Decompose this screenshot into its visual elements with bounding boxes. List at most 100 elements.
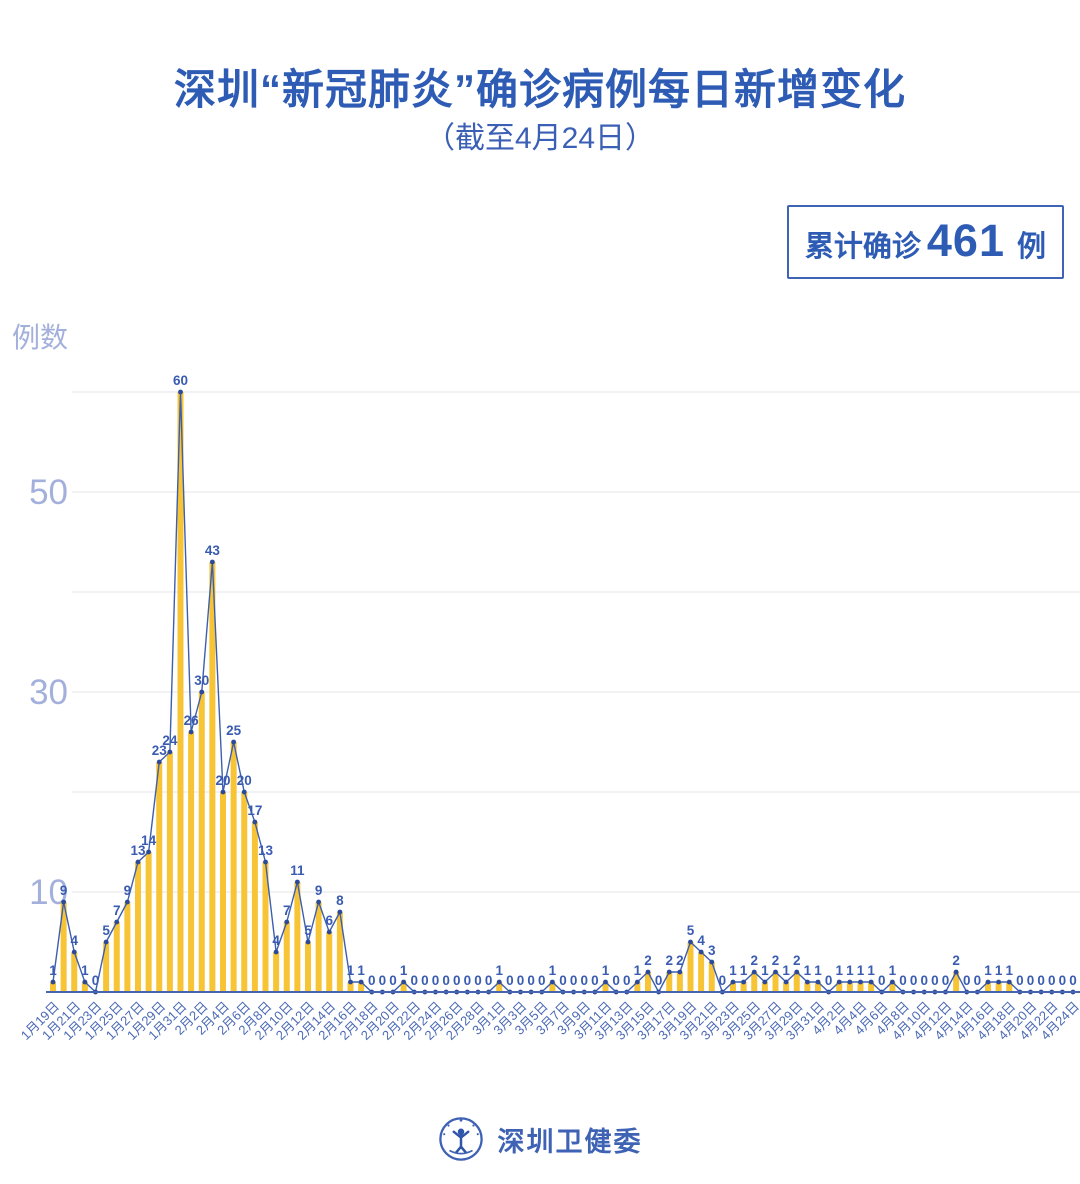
data-point bbox=[188, 729, 194, 735]
value-label: 0 bbox=[92, 973, 100, 988]
value-label: 9 bbox=[315, 883, 323, 898]
badge-unit: 例 bbox=[1016, 231, 1046, 263]
bar bbox=[358, 982, 365, 992]
value-label: 0 bbox=[1027, 973, 1035, 988]
bar bbox=[953, 972, 960, 992]
bar bbox=[81, 982, 88, 992]
data-point bbox=[50, 979, 56, 985]
bar bbox=[751, 972, 758, 992]
value-label: 0 bbox=[623, 973, 631, 988]
value-label: 0 bbox=[527, 973, 535, 988]
data-point bbox=[985, 979, 991, 985]
bar bbox=[496, 982, 503, 992]
value-label: 20 bbox=[237, 773, 252, 788]
bar bbox=[772, 972, 779, 992]
value-label: 1 bbox=[740, 963, 748, 978]
y-axis-title: 例数 bbox=[12, 322, 69, 353]
data-point bbox=[634, 979, 640, 985]
data-point bbox=[496, 979, 502, 985]
data-point bbox=[698, 949, 704, 955]
value-label: 0 bbox=[538, 973, 546, 988]
bar bbox=[145, 852, 152, 992]
page-subtitle: （截至4月24日） bbox=[424, 122, 656, 155]
data-point bbox=[677, 969, 683, 975]
value-label: 17 bbox=[247, 803, 262, 818]
data-point bbox=[326, 929, 332, 935]
value-label: 1 bbox=[889, 963, 897, 978]
value-label: 1 bbox=[602, 963, 610, 978]
data-point bbox=[401, 979, 407, 985]
bar bbox=[740, 982, 747, 992]
value-label: 0 bbox=[410, 973, 418, 988]
data-point bbox=[847, 979, 853, 985]
bar bbox=[241, 792, 248, 992]
value-label: 1 bbox=[814, 963, 822, 978]
value-label: 0 bbox=[825, 973, 833, 988]
bar bbox=[836, 982, 843, 992]
badge-value: 461 bbox=[926, 215, 1005, 266]
bar bbox=[889, 982, 896, 992]
footer: 深圳卫健委 bbox=[0, 1116, 1080, 1162]
bar bbox=[283, 922, 290, 992]
value-label: 0 bbox=[1016, 973, 1024, 988]
data-point bbox=[783, 979, 789, 985]
data-point bbox=[103, 939, 109, 945]
bar bbox=[985, 982, 991, 992]
value-label: 23 bbox=[152, 743, 168, 758]
value-label: 0 bbox=[655, 973, 663, 988]
data-point bbox=[773, 969, 778, 975]
data-point bbox=[273, 949, 279, 955]
data-point bbox=[284, 919, 290, 925]
value-label: 0 bbox=[421, 973, 429, 988]
data-point bbox=[953, 969, 959, 975]
data-point bbox=[220, 789, 226, 795]
value-label: 0 bbox=[612, 973, 620, 988]
bar bbox=[251, 822, 258, 992]
value-label: 1 bbox=[984, 963, 992, 978]
data-point bbox=[804, 979, 810, 985]
data-point bbox=[124, 899, 130, 905]
value-label: 60 bbox=[173, 373, 188, 388]
data-point bbox=[603, 979, 608, 985]
data-point bbox=[209, 559, 215, 565]
data-point bbox=[337, 909, 343, 915]
value-label: 1 bbox=[867, 963, 875, 978]
value-label: 8 bbox=[336, 893, 344, 908]
value-label: 2 bbox=[644, 953, 652, 968]
bar bbox=[156, 762, 163, 992]
value-label: 1 bbox=[81, 963, 89, 978]
value-label: 3 bbox=[708, 943, 716, 958]
data-point bbox=[135, 859, 141, 865]
data-point bbox=[61, 899, 67, 905]
value-label: 0 bbox=[963, 973, 971, 988]
value-label: 24 bbox=[162, 733, 178, 748]
value-label: 7 bbox=[113, 903, 121, 918]
data-point bbox=[263, 859, 268, 865]
bar bbox=[262, 862, 269, 992]
daily-new-cases-chart: 1030501941057913142324602630432025201713… bbox=[18, 373, 1080, 1043]
value-label: 0 bbox=[389, 973, 397, 988]
value-label: 0 bbox=[591, 973, 599, 988]
data-point bbox=[71, 949, 77, 955]
bar bbox=[326, 932, 333, 992]
value-label: 1 bbox=[634, 963, 642, 978]
data-point bbox=[305, 939, 311, 945]
value-label: 43 bbox=[205, 543, 221, 558]
y-tick-label: 30 bbox=[29, 673, 68, 712]
bar bbox=[1006, 982, 1013, 992]
data-point bbox=[549, 979, 555, 985]
value-label: 9 bbox=[124, 883, 132, 898]
value-label: 1 bbox=[995, 963, 1003, 978]
value-label: 0 bbox=[485, 973, 493, 988]
bar bbox=[198, 692, 205, 992]
bar bbox=[634, 982, 641, 992]
value-label: 1 bbox=[729, 963, 737, 978]
value-label: 1 bbox=[357, 963, 365, 978]
data-point bbox=[199, 689, 205, 695]
value-label: 1 bbox=[347, 963, 355, 978]
value-label: 0 bbox=[442, 973, 450, 988]
value-label: 0 bbox=[1059, 973, 1067, 988]
bar bbox=[645, 972, 651, 992]
value-label: 9 bbox=[60, 883, 68, 898]
value-label: 0 bbox=[942, 973, 950, 988]
